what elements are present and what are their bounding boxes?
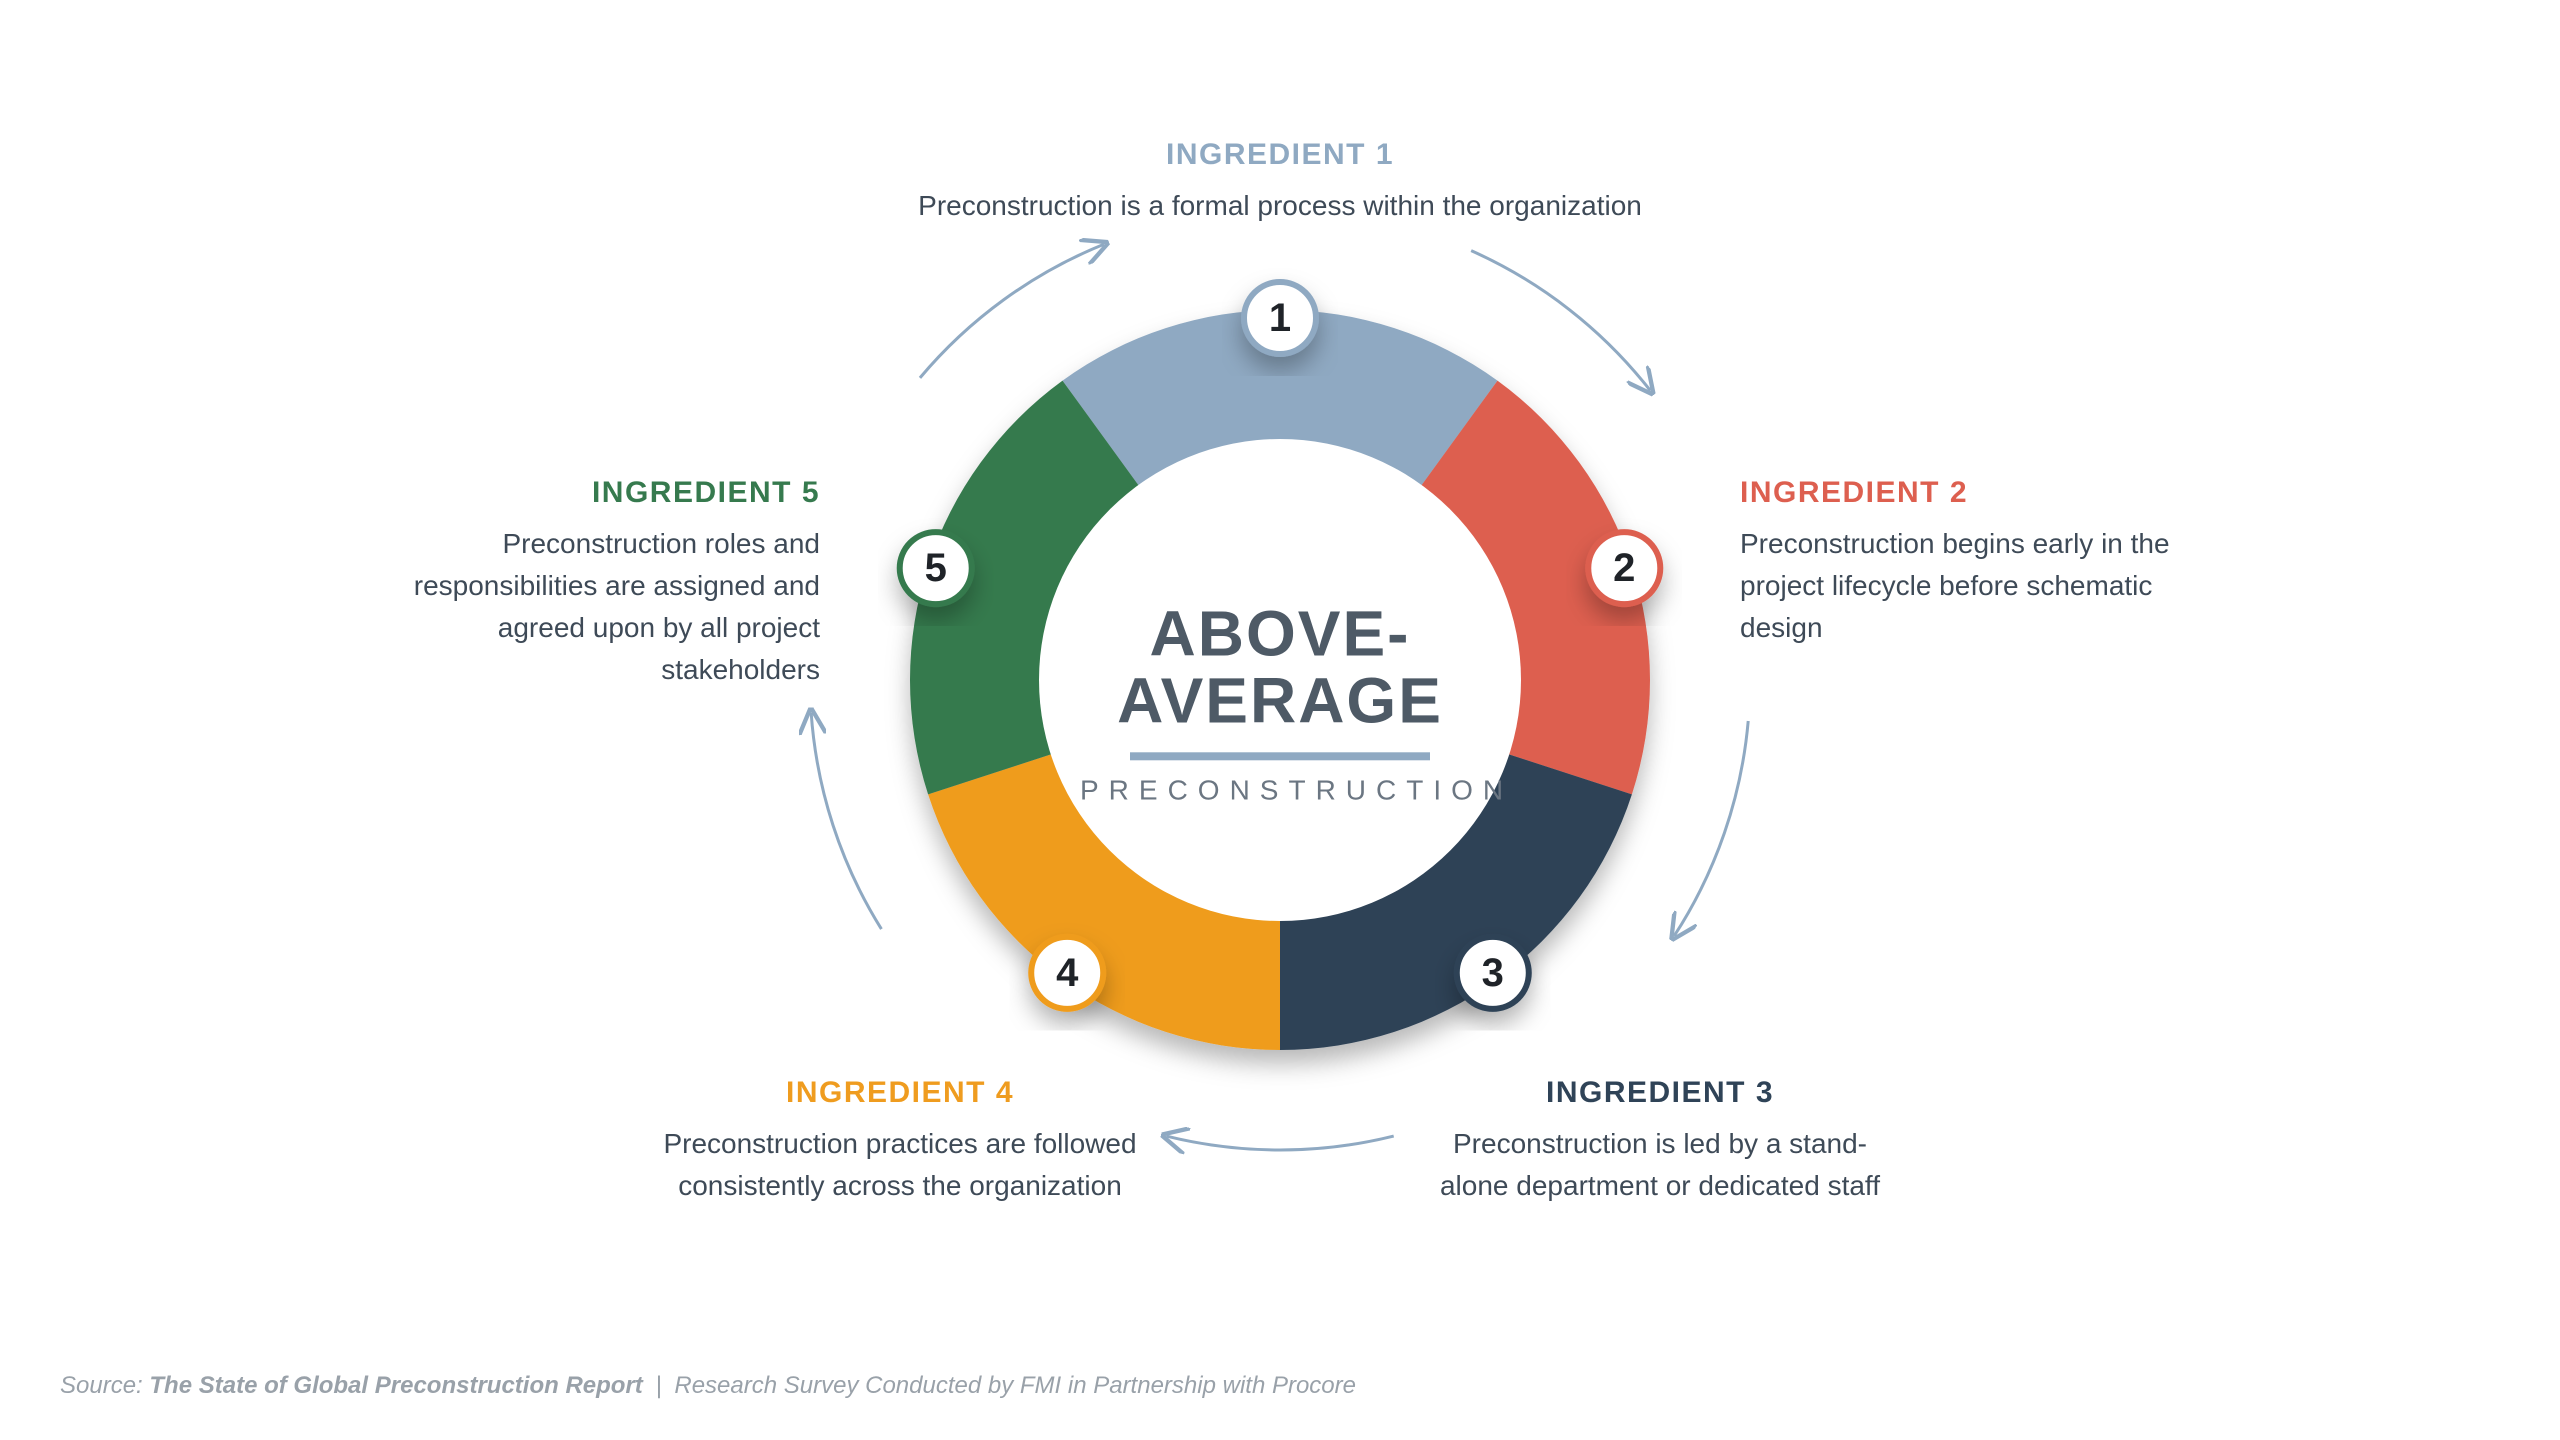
badge-5: 5: [900, 532, 972, 604]
source-prefix: Source:: [60, 1372, 143, 1399]
source-separator: |: [655, 1372, 661, 1399]
svg-text:1: 1: [1269, 296, 1291, 340]
ingredient-4-label: INGREDIENT 4 Preconstruction practices a…: [660, 1070, 1140, 1207]
diagram-stage: 1 2 3 4 5 ABOVE-AVERAGE PRECONSTRUCTION INGR…: [0, 0, 2560, 1440]
badge-4: 4: [1031, 937, 1103, 1009]
badge-3: 3: [1457, 937, 1529, 1009]
ingredient-3-head: INGREDIENT 3: [1420, 1070, 1900, 1115]
ingredient-1-head: INGREDIENT 1: [760, 132, 1800, 177]
flow-arrow-1: [920, 244, 1104, 378]
flow-arrow-2: [1471, 251, 1650, 391]
source-bold: The State of Global Preconstruction Repo…: [149, 1372, 642, 1399]
source-line: Source: The State of Global Preconstruct…: [60, 1372, 1356, 1400]
center-underline: [1130, 753, 1430, 761]
svg-text:3: 3: [1482, 951, 1504, 995]
badge-2: 2: [1588, 532, 1660, 604]
ingredient-2-label: INGREDIENT 2 Preconstruction begins earl…: [1740, 470, 2180, 649]
ingredient-3-body: Preconstruction is led by a stand-alone …: [1420, 1123, 1900, 1207]
ingredient-4-body: Preconstruction practices are followed c…: [660, 1123, 1140, 1207]
ingredient-2-body: Preconstruction begins early in the proj…: [1740, 523, 2180, 649]
flow-arrow-3: [1674, 721, 1748, 936]
ingredient-5-body: Preconstruction roles and responsibiliti…: [340, 523, 820, 691]
svg-text:5: 5: [925, 546, 947, 590]
flow-arrow-5: [811, 713, 881, 929]
source-rest: Research Survey Conducted by FMI in Part…: [674, 1372, 1356, 1399]
center-title-text: ABOVE-AVERAGE: [1080, 600, 1480, 734]
ingredient-5-head: INGREDIENT 5: [340, 470, 820, 515]
ingredient-1-body: Preconstruction is a formal process with…: [760, 185, 1800, 227]
flow-arrow-4: [1166, 1136, 1393, 1150]
center-label: ABOVE-AVERAGE PRECONSTRUCTION: [1080, 600, 1480, 806]
ingredient-1-label: INGREDIENT 1 Preconstruction is a formal…: [760, 132, 1800, 227]
ingredient-4-head: INGREDIENT 4: [660, 1070, 1140, 1115]
svg-text:4: 4: [1056, 951, 1079, 995]
ingredient-5-label: INGREDIENT 5 Preconstruction roles and r…: [340, 470, 820, 691]
ingredient-2-head: INGREDIENT 2: [1740, 470, 2180, 515]
ingredient-3-label: INGREDIENT 3 Preconstruction is led by a…: [1420, 1070, 1900, 1207]
svg-text:2: 2: [1613, 546, 1635, 590]
center-subtitle-text: PRECONSTRUCTION: [1080, 775, 1480, 807]
badge-1: 1: [1244, 282, 1316, 354]
